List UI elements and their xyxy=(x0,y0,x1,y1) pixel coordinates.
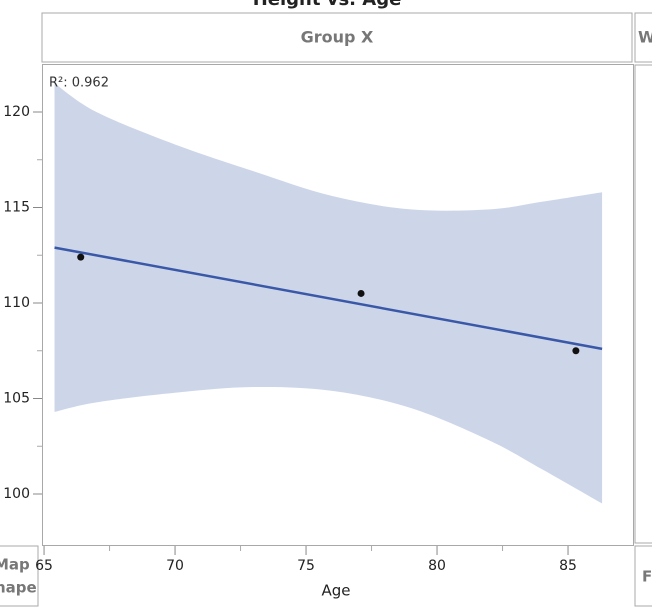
y-tick-label: 110 xyxy=(3,295,30,311)
x-axis-label: Age xyxy=(321,582,350,600)
left-footer-label: hape xyxy=(0,579,37,597)
y-tick-label: 100 xyxy=(3,486,30,502)
group-header-box xyxy=(41,12,633,63)
group-header: Group X xyxy=(301,28,374,47)
right-header: W xyxy=(638,28,652,47)
x-tick-label: 70 xyxy=(166,558,184,574)
right-panel xyxy=(634,64,652,544)
x-tick-label: 80 xyxy=(428,558,446,574)
data-point xyxy=(357,289,365,297)
plot-frame xyxy=(42,64,634,546)
data-point xyxy=(572,347,580,355)
x-tick-label: 85 xyxy=(559,558,577,574)
right-header-box xyxy=(634,12,652,63)
confidence-band xyxy=(54,83,603,504)
fit-line xyxy=(54,246,603,351)
x-tick-label: 65 xyxy=(35,558,53,574)
chart-title: Height vs. Age xyxy=(253,0,402,10)
right-footer-label: F xyxy=(642,568,652,586)
left-footer-label: Map xyxy=(0,556,30,574)
y-tick-label: 115 xyxy=(3,199,30,215)
data-point xyxy=(77,253,85,261)
left-footer-box xyxy=(0,545,39,607)
y-tick-label: 105 xyxy=(3,390,30,406)
y-tick-label: 120 xyxy=(3,104,30,120)
right-footer-box xyxy=(634,545,652,607)
annotation: R²: 0.962 xyxy=(49,76,109,91)
x-tick-label: 75 xyxy=(297,558,315,574)
